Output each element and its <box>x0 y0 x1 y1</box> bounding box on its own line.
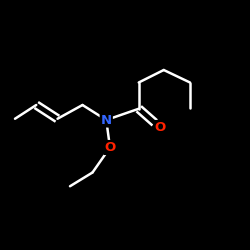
Text: O: O <box>104 141 116 154</box>
Text: N: N <box>101 114 112 126</box>
Text: O: O <box>154 121 166 134</box>
